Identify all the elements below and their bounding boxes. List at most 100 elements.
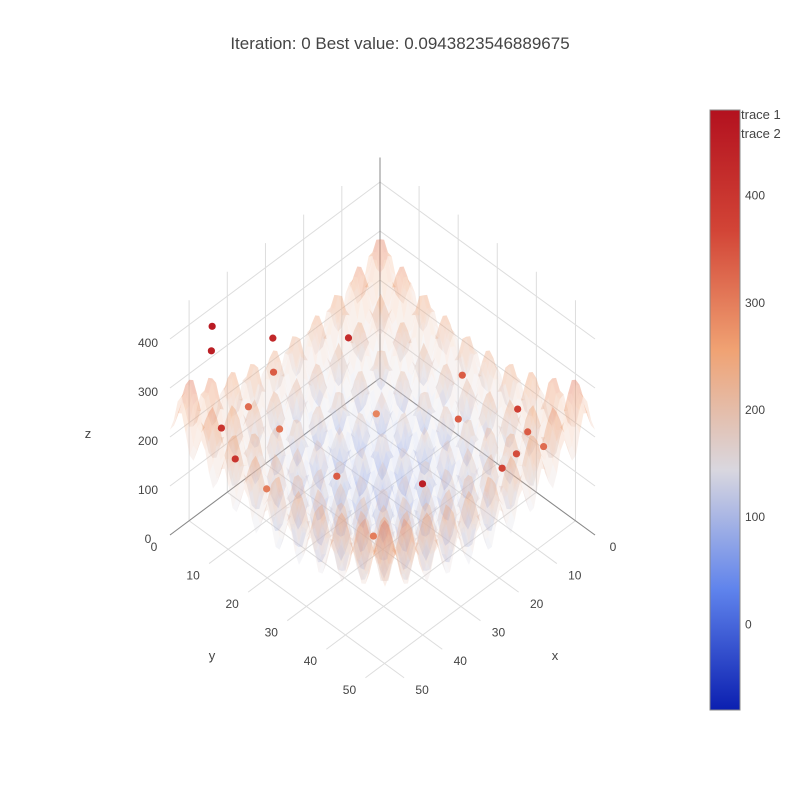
surface-cell <box>309 475 318 497</box>
surface-cell <box>482 468 491 476</box>
surface-cell <box>315 344 324 389</box>
surface-cell <box>351 422 359 438</box>
surface-cell <box>502 468 510 485</box>
surface-cell <box>232 498 241 513</box>
scatter-point[interactable] <box>263 485 271 493</box>
surface-cell <box>344 480 352 491</box>
scatter-point[interactable] <box>524 428 532 436</box>
scatter-point[interactable] <box>207 347 215 355</box>
surface-cell <box>394 523 403 551</box>
surface-cell <box>274 453 283 468</box>
scatter-point[interactable] <box>372 410 380 418</box>
surface-cell <box>486 434 495 472</box>
surface-cell <box>312 433 320 452</box>
surface-cell <box>350 331 358 344</box>
scatter-point[interactable] <box>269 368 278 376</box>
surface-cell <box>420 427 429 469</box>
surface-cell <box>273 361 281 389</box>
scatter-point[interactable] <box>418 480 427 488</box>
scatter-point[interactable] <box>269 334 277 342</box>
surface-cell <box>274 427 283 453</box>
surface-cell <box>302 511 311 530</box>
surface-cell <box>431 335 439 368</box>
scatter-point[interactable] <box>344 334 353 342</box>
legend-trace-1[interactable]: trace 1 <box>741 107 781 122</box>
surface-cell <box>498 432 506 454</box>
scatter-point[interactable] <box>512 450 521 458</box>
surface-cell <box>437 511 446 532</box>
surface-cell <box>427 313 435 335</box>
surface-cell <box>552 392 561 430</box>
surface-cell <box>433 522 442 545</box>
surface-cell <box>305 494 314 509</box>
surface-cell <box>503 492 511 524</box>
surface-cell <box>325 501 334 540</box>
surface-cell <box>432 477 441 501</box>
surface-cell <box>357 568 365 580</box>
surface-cell <box>266 442 275 461</box>
surface-cell <box>417 513 426 536</box>
surface-cell <box>460 457 468 486</box>
surface-cell <box>343 393 351 428</box>
surface-cell <box>479 473 487 498</box>
surface-cell <box>378 453 386 481</box>
surface-cell <box>277 410 286 428</box>
scatter-point[interactable] <box>458 371 466 379</box>
surface-cell <box>563 409 572 423</box>
surface-cell <box>392 336 401 351</box>
surface-cell <box>483 458 492 487</box>
surface-cell <box>443 395 451 408</box>
legend-trace-2[interactable]: trace 2 <box>741 126 781 141</box>
scatter-point[interactable] <box>244 403 253 411</box>
surface-cell <box>301 457 310 492</box>
surface-cell <box>352 524 361 553</box>
surface-cell <box>548 422 557 464</box>
surface-cell <box>456 496 465 524</box>
surface-cell <box>286 454 294 485</box>
scatter-point[interactable] <box>231 455 239 463</box>
surface-cell <box>319 366 328 395</box>
surface-cell <box>404 340 412 372</box>
surface-cell <box>322 334 331 339</box>
surface-cell <box>380 516 389 526</box>
y-gridline <box>247 434 459 593</box>
surface-cell <box>404 556 412 584</box>
scatter-point[interactable] <box>498 464 506 472</box>
surface-cell <box>434 518 442 551</box>
surface-cell <box>323 335 331 368</box>
scatter-point[interactable] <box>369 532 378 540</box>
surface-cell <box>471 466 480 484</box>
surface-cell <box>489 409 498 432</box>
surface-cell <box>319 423 328 449</box>
surface-cell <box>529 435 538 442</box>
surface-cell <box>278 445 287 474</box>
surface-cell <box>350 371 359 400</box>
surface-cell <box>447 363 455 390</box>
surface-cell <box>378 433 387 438</box>
surface-cell <box>466 385 475 417</box>
scatter-point[interactable] <box>208 322 216 330</box>
surface-cell <box>440 512 449 521</box>
surface-cell <box>401 480 410 497</box>
surface-cell <box>332 490 341 512</box>
scatter-point[interactable] <box>217 424 226 432</box>
surface-cell <box>318 562 327 574</box>
surface-cell <box>327 406 336 414</box>
surface-cell <box>390 452 398 488</box>
scatter-point[interactable] <box>540 442 548 451</box>
surface-cell <box>258 367 266 404</box>
scatter-point[interactable] <box>333 472 341 480</box>
surface-cell <box>282 484 291 504</box>
scatter-point[interactable] <box>514 405 522 413</box>
surface-cell <box>482 421 490 440</box>
scatter-point[interactable] <box>454 415 462 423</box>
surface-cell <box>308 422 317 452</box>
surface-cell <box>446 327 455 343</box>
surface-cell <box>254 439 263 474</box>
surface-cell <box>329 534 338 551</box>
surface-cell <box>433 481 441 515</box>
surface-cell <box>579 403 588 414</box>
scatter-point[interactable] <box>276 425 284 433</box>
surface-cell <box>403 276 412 301</box>
